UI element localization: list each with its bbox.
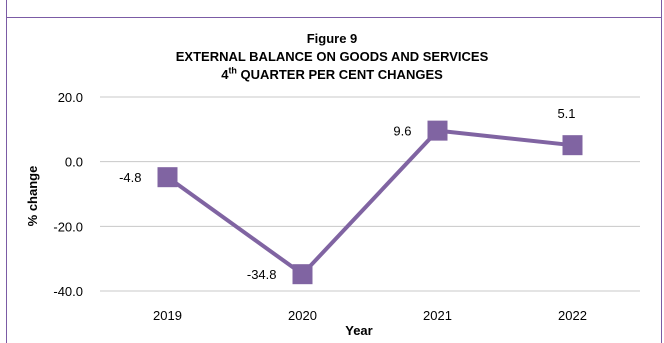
x-tick-label-3: 2022 — [558, 308, 587, 323]
x-tick-label-2: 2021 — [423, 308, 452, 323]
chart-frame-top-border — [6, 17, 662, 18]
series-group — [157, 120, 583, 285]
chart-subtitle: 4th QUARTER PER CENT CHANGES — [0, 66, 664, 84]
x-tick-label-0: 2019 — [153, 308, 182, 323]
subtitle-superscript: th — [228, 65, 237, 76]
y-tick-label-1: 0.0 — [65, 155, 83, 170]
data-point-1 — [292, 264, 313, 285]
chart-frame — [6, 0, 662, 343]
data-label-2: 9.6 — [393, 124, 411, 139]
chart-title: EXTERNAL BALANCE ON GOODS AND SERVICES — [175, 49, 489, 64]
y-tick-label-0: 20.0 — [58, 90, 83, 105]
subtitle-suffix: QUARTER PER CENT CHANGES — [236, 67, 443, 82]
chart-title-block: Figure 9 EXTERNAL BALANCE ON GOODS AND S… — [0, 30, 664, 84]
subtitle-prefix: 4 — [221, 67, 229, 82]
x-tick-label-1: 2020 — [288, 308, 317, 323]
x-axis-ticks: 2019 2020 2021 2022 — [153, 308, 587, 323]
x-axis-title: Year — [345, 323, 372, 338]
data-point-3 — [562, 135, 583, 156]
data-point-0 — [157, 167, 178, 188]
series-line-0 — [166, 128, 573, 277]
data-label-0: -4.8 — [119, 170, 141, 185]
data-label-3: 5.1 — [557, 106, 575, 121]
y-axis-ticks: 20.0 0.0 -20.0 -40.0 — [53, 90, 83, 299]
data-label-1: -34.8 — [247, 267, 277, 282]
gridlines — [100, 96, 640, 292]
y-tick-label-2: -20.0 — [53, 219, 83, 234]
y-axis-title: % change — [25, 166, 40, 227]
data-labels: -4.8 -34.8 9.6 5.1 — [119, 106, 575, 282]
data-point-2 — [427, 120, 448, 141]
figure-label: Figure 9 — [306, 31, 358, 46]
y-tick-label-3: -40.0 — [53, 284, 83, 299]
